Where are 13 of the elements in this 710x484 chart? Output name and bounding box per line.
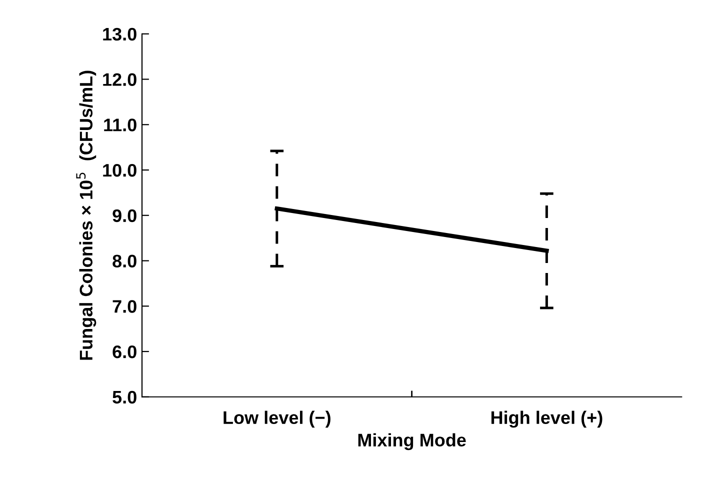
- y-tick-label: 8.0: [112, 254, 136, 268]
- x-tick-label: High level (+): [491, 410, 602, 428]
- y-tick-label: 9.0: [112, 209, 136, 222]
- y-tick-label: 13.0: [103, 28, 136, 41]
- x-axis-title: Mixing Mode: [358, 433, 466, 450]
- y-tick-label: 11.0: [104, 118, 136, 132]
- y-tick-label: 7.0: [112, 300, 136, 313]
- y-axis-title: Fungal Colonies × 10$^{5}$ (CFUs/mL): [76, 70, 96, 360]
- x-tick-label: Low level (−): [224, 410, 330, 428]
- y-tick-label: 6.0: [112, 345, 136, 358]
- y-tick-label: 5.0: [112, 390, 136, 404]
- y-tick-label: 12.0: [103, 73, 136, 86]
- y-tick-label: 10.0: [103, 164, 136, 177]
